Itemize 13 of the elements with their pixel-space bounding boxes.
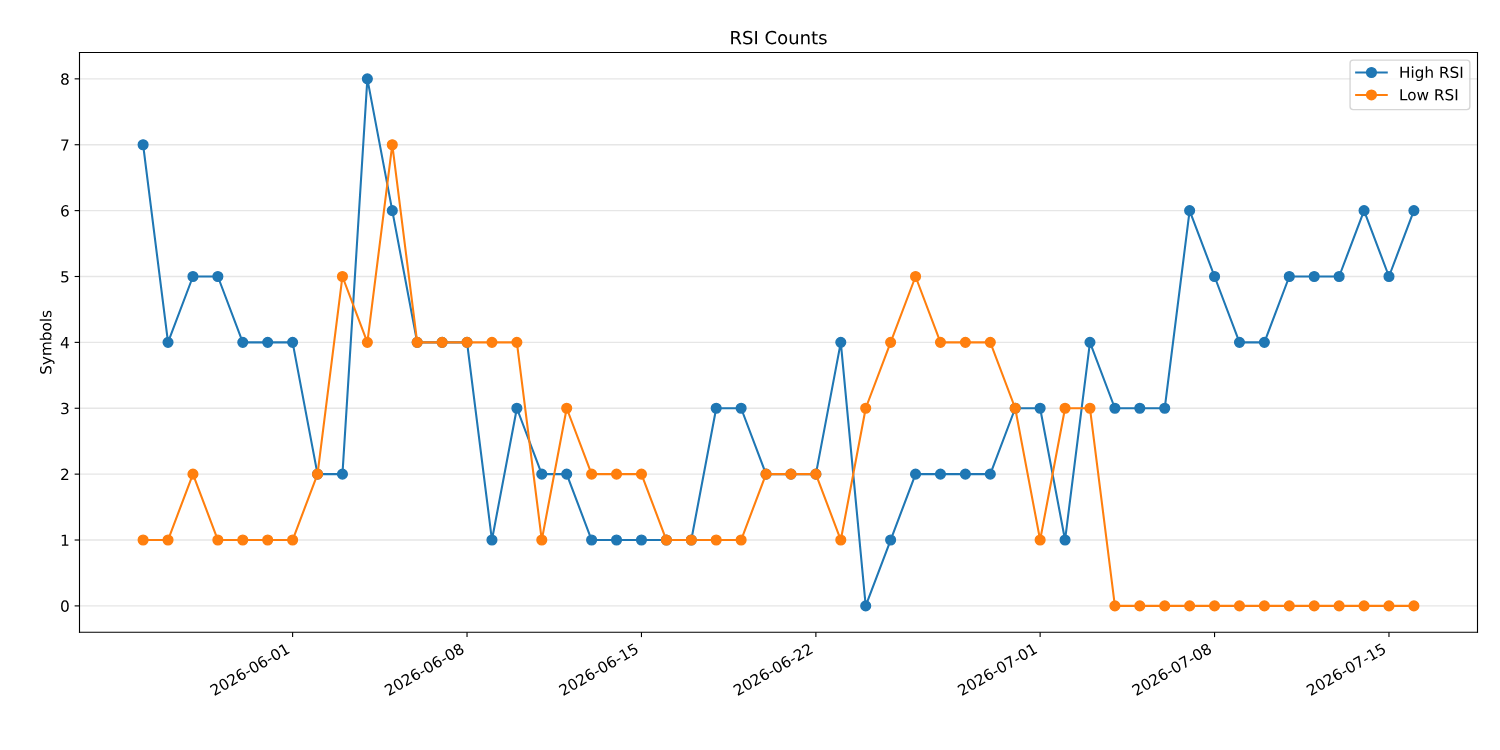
chart-title: RSI Counts (731, 30, 827, 45)
y-tick-label: 6 (61, 205, 69, 217)
y-tick-label: 5 (61, 271, 69, 283)
y-tick-label: 1 (61, 534, 69, 546)
y-tick-label: 0 (61, 600, 69, 612)
y-tick-label: 4 (60, 337, 69, 349)
y-axis-title: Symbols (39, 310, 55, 374)
y-tick-label: 3 (61, 402, 69, 415)
legend-label: Low RSI (1400, 88, 1458, 101)
y-tick-label: 8 (61, 73, 69, 85)
y-tick-label: 2 (61, 468, 69, 480)
y-tick-label: 7 (61, 139, 69, 151)
legend-label: High RSI (1400, 66, 1463, 82)
